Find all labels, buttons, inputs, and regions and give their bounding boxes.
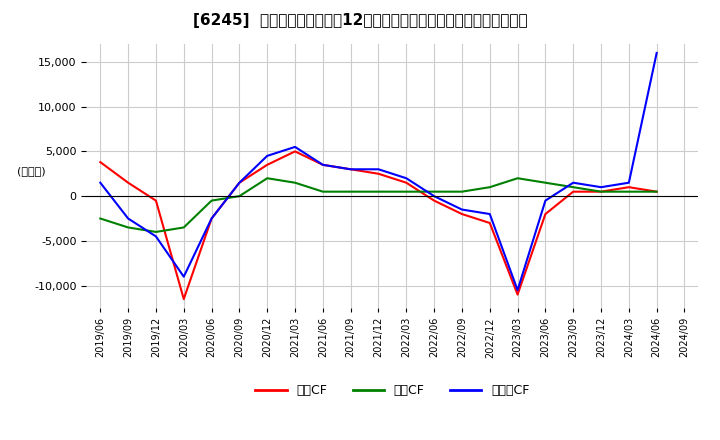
フリーCF	[402, 176, 410, 181]
営業CF	[207, 216, 216, 221]
投資CF	[291, 180, 300, 185]
営業CF	[124, 180, 132, 185]
投資CF	[207, 198, 216, 203]
フリーCF	[430, 194, 438, 199]
営業CF	[624, 184, 633, 190]
投資CF	[485, 184, 494, 190]
Legend: 営業CF, 投資CF, フリーCF: 営業CF, 投資CF, フリーCF	[251, 379, 534, 402]
フリーCF	[179, 274, 188, 279]
営業CF	[346, 167, 355, 172]
フリーCF	[346, 167, 355, 172]
営業CF	[263, 162, 271, 168]
投資CF	[513, 176, 522, 181]
フリーCF	[569, 180, 577, 185]
フリーCF	[624, 180, 633, 185]
投資CF	[263, 176, 271, 181]
フリーCF	[152, 234, 161, 239]
フリーCF	[318, 162, 327, 168]
投資CF	[402, 189, 410, 194]
フリーCF	[485, 211, 494, 216]
投資CF	[597, 189, 606, 194]
投資CF	[318, 189, 327, 194]
フリーCF	[458, 207, 467, 212]
投資CF	[624, 189, 633, 194]
営業CF	[318, 162, 327, 168]
Line: 投資CF: 投資CF	[100, 178, 657, 232]
フリーCF	[597, 184, 606, 190]
フリーCF	[96, 180, 104, 185]
営業CF	[235, 180, 243, 185]
営業CF	[179, 297, 188, 302]
営業CF	[569, 189, 577, 194]
営業CF	[652, 189, 661, 194]
フリーCF	[207, 216, 216, 221]
営業CF	[430, 198, 438, 203]
フリーCF	[652, 50, 661, 55]
フリーCF	[263, 153, 271, 158]
投資CF	[430, 189, 438, 194]
フリーCF	[291, 144, 300, 150]
営業CF	[291, 149, 300, 154]
投資CF	[541, 180, 550, 185]
フリーCF	[513, 287, 522, 293]
投資CF	[346, 189, 355, 194]
営業CF	[402, 180, 410, 185]
投資CF	[124, 225, 132, 230]
Text: [6245]  キャッシュフローの12か月移動合計の対前年同期増減額の推移: [6245] キャッシュフローの12か月移動合計の対前年同期増減額の推移	[193, 13, 527, 28]
投資CF	[652, 189, 661, 194]
投資CF	[96, 216, 104, 221]
営業CF	[485, 220, 494, 226]
投資CF	[152, 229, 161, 235]
Y-axis label: (百万円): (百万円)	[17, 166, 45, 176]
営業CF	[597, 189, 606, 194]
営業CF	[513, 292, 522, 297]
投資CF	[569, 184, 577, 190]
営業CF	[374, 171, 383, 176]
Line: 営業CF: 営業CF	[100, 151, 657, 299]
フリーCF	[374, 167, 383, 172]
営業CF	[152, 198, 161, 203]
フリーCF	[541, 198, 550, 203]
投資CF	[458, 189, 467, 194]
投資CF	[374, 189, 383, 194]
フリーCF	[235, 180, 243, 185]
Line: フリーCF: フリーCF	[100, 53, 657, 290]
営業CF	[458, 211, 467, 216]
営業CF	[541, 211, 550, 216]
営業CF	[96, 159, 104, 165]
フリーCF	[124, 216, 132, 221]
投資CF	[179, 225, 188, 230]
投資CF	[235, 194, 243, 199]
